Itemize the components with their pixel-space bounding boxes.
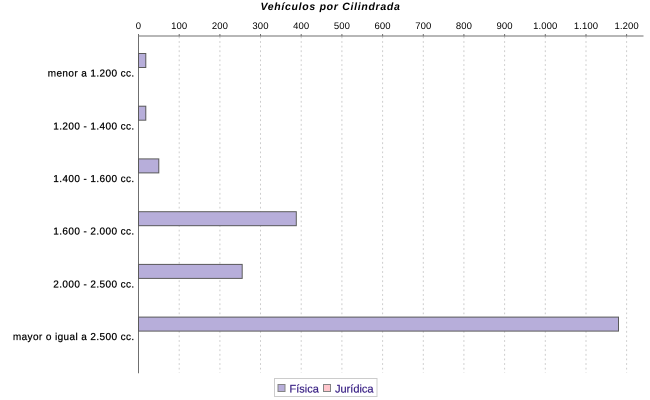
svg-text:Vehículos por Cilindrada: Vehículos por Cilindrada bbox=[260, 1, 400, 13]
svg-text:900: 900 bbox=[497, 21, 513, 32]
svg-text:1.600 - 2.000 cc.: 1.600 - 2.000 cc. bbox=[53, 227, 134, 238]
svg-text:300: 300 bbox=[252, 21, 268, 32]
svg-text:Jurídica: Jurídica bbox=[335, 383, 374, 395]
svg-text:1.200 - 1.400 cc.: 1.200 - 1.400 cc. bbox=[53, 121, 134, 132]
svg-text:menor a 1.200 cc.: menor a 1.200 cc. bbox=[48, 69, 135, 80]
svg-text:Física: Física bbox=[290, 383, 320, 395]
svg-text:1.000: 1.000 bbox=[533, 21, 557, 32]
svg-text:800: 800 bbox=[456, 21, 472, 32]
svg-text:500: 500 bbox=[334, 21, 350, 32]
svg-text:1.200: 1.200 bbox=[614, 21, 638, 32]
svg-text:400: 400 bbox=[293, 21, 309, 32]
svg-text:2.000 - 2.500 cc.: 2.000 - 2.500 cc. bbox=[53, 279, 134, 290]
svg-text:200: 200 bbox=[212, 21, 228, 32]
svg-text:1.400 - 1.600 cc.: 1.400 - 1.600 cc. bbox=[53, 174, 134, 185]
svg-text:mayor o igual a 2.500 cc.: mayor o igual a 2.500 cc. bbox=[13, 332, 135, 343]
svg-text:100: 100 bbox=[171, 21, 187, 32]
svg-text:1.100: 1.100 bbox=[574, 21, 598, 32]
svg-text:600: 600 bbox=[375, 21, 391, 32]
svg-text:0: 0 bbox=[136, 21, 141, 32]
svg-text:700: 700 bbox=[415, 21, 431, 32]
